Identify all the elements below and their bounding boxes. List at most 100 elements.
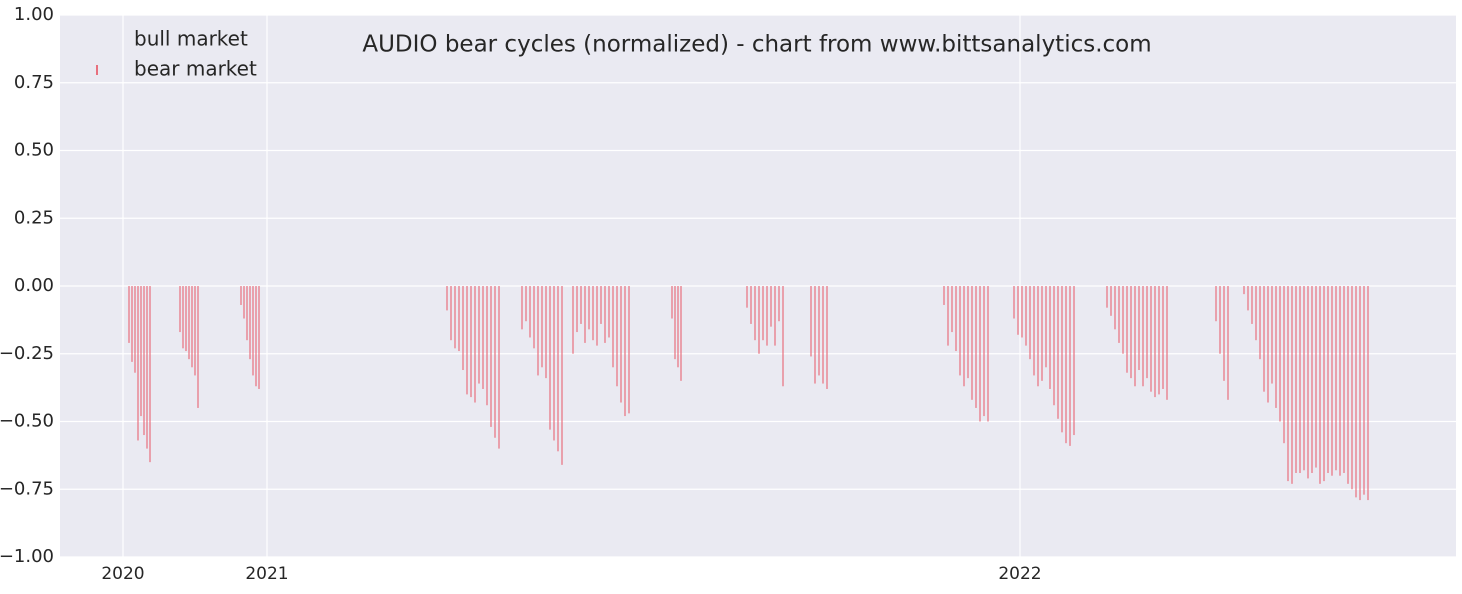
bar <box>1255 286 1257 341</box>
bar <box>1065 286 1067 444</box>
y-tick-label: −0.25 <box>0 343 54 364</box>
bar <box>576 286 578 333</box>
bar <box>671 286 673 319</box>
bar <box>1106 286 1108 308</box>
bar <box>1343 286 1345 473</box>
bar <box>963 286 965 387</box>
bar <box>128 286 130 343</box>
bar <box>246 286 248 341</box>
bar <box>1013 286 1015 319</box>
bar <box>1251 286 1253 324</box>
bar <box>1021 286 1023 338</box>
bar <box>1134 286 1136 387</box>
bar <box>1049 286 1051 389</box>
bar <box>592 286 594 341</box>
bar <box>1215 286 1217 322</box>
bar <box>553 286 555 441</box>
bar <box>778 286 780 322</box>
bar <box>955 286 957 352</box>
y-tick-label: 0.00 <box>14 275 54 296</box>
bar <box>1219 286 1221 354</box>
bar <box>975 286 977 408</box>
bar <box>545 286 547 379</box>
bar <box>947 286 949 346</box>
bar <box>1162 286 1164 389</box>
bar <box>758 286 760 354</box>
bar <box>194 286 196 376</box>
bar <box>1367 286 1369 501</box>
bar <box>249 286 251 360</box>
bar <box>1347 286 1349 484</box>
bar <box>762 286 764 341</box>
bar <box>770 286 772 327</box>
bar <box>1339 286 1341 476</box>
bar <box>580 286 582 324</box>
bar <box>1263 286 1265 392</box>
bar <box>616 286 618 387</box>
bar <box>557 286 559 452</box>
bar <box>1291 286 1293 484</box>
bar <box>1118 286 1120 343</box>
bar <box>584 286 586 343</box>
bar <box>1363 286 1365 495</box>
bar <box>549 286 551 430</box>
bar <box>561 286 563 465</box>
bar <box>1287 286 1289 482</box>
bar <box>572 286 574 354</box>
bar <box>137 286 139 441</box>
bar <box>822 286 824 384</box>
bar <box>680 286 682 381</box>
bar <box>197 286 199 408</box>
bar <box>185 286 187 352</box>
bar <box>1029 286 1031 360</box>
bar <box>1275 286 1277 408</box>
bar <box>255 286 257 387</box>
bar <box>588 286 590 330</box>
y-tick-label: 0.25 <box>14 207 54 228</box>
bar <box>746 286 748 308</box>
bar <box>674 286 676 360</box>
bar <box>979 286 981 422</box>
bar <box>462 286 464 371</box>
bar <box>470 286 472 398</box>
bar <box>1259 286 1261 360</box>
bar <box>450 286 452 341</box>
bar <box>474 286 476 403</box>
bar <box>486 286 488 406</box>
bar <box>814 286 816 384</box>
bar <box>596 286 598 346</box>
bar <box>1243 286 1245 295</box>
bar <box>182 286 184 349</box>
bar <box>1299 286 1301 473</box>
bar <box>782 286 784 387</box>
bar <box>466 286 468 395</box>
bar <box>1267 286 1269 403</box>
x-tick-label: 2020 <box>101 564 144 584</box>
bar <box>971 286 973 400</box>
bar <box>252 286 254 376</box>
bar <box>529 286 531 338</box>
bar <box>1037 286 1039 387</box>
bar <box>134 286 136 373</box>
bar <box>143 286 145 436</box>
bar <box>620 286 622 403</box>
bar <box>1279 286 1281 422</box>
bar <box>600 286 602 324</box>
bar <box>1138 286 1140 371</box>
y-tick-label: 1.00 <box>14 4 54 25</box>
bar <box>1323 286 1325 482</box>
bar <box>1335 286 1337 471</box>
bar <box>959 286 961 376</box>
bar <box>149 286 151 463</box>
y-tick-label: 0.75 <box>14 72 54 93</box>
x-tick-label: 2022 <box>998 564 1041 584</box>
bar <box>490 286 492 427</box>
bar <box>1327 286 1329 473</box>
bar <box>1307 286 1309 479</box>
bar <box>525 286 527 322</box>
y-tick-label: −0.75 <box>0 478 54 499</box>
bar <box>818 286 820 376</box>
bar <box>1315 286 1317 468</box>
bar <box>240 286 242 305</box>
